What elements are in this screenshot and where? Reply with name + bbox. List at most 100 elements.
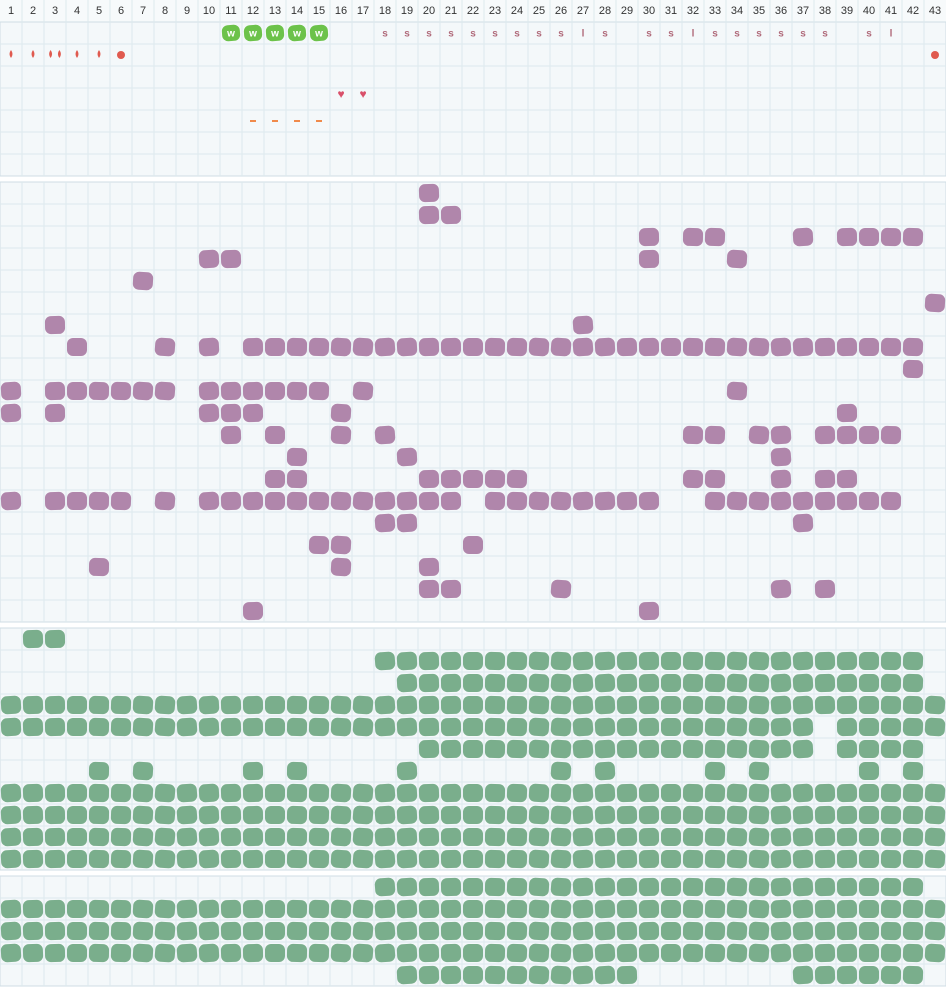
cell-blob (418, 337, 440, 357)
cell-blob (88, 805, 110, 825)
column-number: 4 (74, 5, 80, 17)
cell-blob (220, 249, 242, 269)
cell-blob (836, 899, 858, 919)
cell-blob (528, 337, 550, 357)
cell-blob (440, 943, 462, 963)
column-number: 26 (555, 5, 567, 17)
cell-blob (176, 805, 198, 825)
cell-blob (528, 827, 550, 847)
cell-blob (594, 651, 616, 671)
cell-blob (682, 337, 704, 357)
column-number: 6 (118, 5, 124, 17)
cell-blob (198, 403, 220, 423)
cell-blob (616, 651, 638, 671)
cell-blob (440, 783, 462, 803)
cell-blob (528, 849, 550, 869)
cell-blob (286, 805, 308, 825)
cell-blob (836, 491, 858, 511)
cell-blob (440, 739, 462, 759)
heart-icon: ♥ (337, 87, 344, 101)
cell-blob (418, 651, 440, 671)
cell-blob (286, 381, 308, 401)
cell-blob (330, 557, 352, 577)
cell-blob (638, 739, 660, 759)
column-number: 31 (665, 5, 677, 17)
column-number: 3 (52, 5, 58, 17)
cell-blob (902, 805, 924, 825)
cell-blob (682, 805, 704, 825)
cell-blob (726, 491, 748, 511)
cell-blob (330, 337, 352, 357)
drop-icon (75, 50, 79, 58)
cell-blob (418, 783, 440, 803)
cell-blob (594, 877, 616, 897)
cell-blob (704, 899, 726, 919)
cell-blob (198, 381, 220, 401)
cell-blob (242, 899, 264, 919)
cell-blob (330, 695, 352, 715)
cell-blob (859, 878, 879, 896)
cell-blob (154, 827, 176, 847)
cell-blob (44, 403, 66, 423)
cell-blob (0, 717, 22, 737)
cell-blob (661, 850, 681, 868)
cell-blob (132, 717, 154, 737)
cell-blob (506, 739, 528, 759)
cell-blob (814, 805, 836, 825)
column-number: 28 (599, 5, 611, 17)
cell-blob (396, 827, 418, 847)
cell-blob (792, 491, 814, 511)
cell-blob (704, 651, 726, 671)
cell-blob (286, 337, 308, 357)
cell-blob (748, 761, 770, 781)
cell-blob (308, 381, 330, 401)
cell-blob (748, 921, 770, 941)
cell-blob (463, 966, 483, 984)
cell-blob (726, 921, 748, 941)
cell-blob (110, 783, 132, 803)
cell-blob (748, 783, 770, 803)
cell-blob (616, 877, 638, 897)
cell-label: s (492, 29, 498, 40)
cell-blob (682, 739, 704, 759)
cell-blob (308, 717, 330, 737)
cell-blob (265, 718, 285, 736)
cell-blob (638, 337, 660, 357)
cell-blob (176, 899, 198, 919)
cell-blob (924, 783, 946, 803)
cell-blob (154, 491, 176, 511)
cell-blob (286, 761, 308, 781)
cell-blob (220, 783, 242, 803)
cell-blob (880, 877, 902, 897)
cell-blob (463, 922, 483, 940)
cell-blob (506, 469, 528, 489)
cell-blob (836, 717, 858, 737)
cell-blob (0, 849, 22, 869)
cell-blob (330, 403, 352, 423)
cell-blob (792, 227, 814, 247)
cell-blob (352, 827, 374, 847)
cell-blob (528, 943, 550, 963)
cell-blob (880, 717, 902, 737)
cell-blob (859, 806, 879, 824)
cell-label: s (800, 29, 806, 40)
cell-blob (352, 805, 374, 825)
column-number: 8 (162, 5, 168, 17)
cell-blob (44, 921, 66, 941)
cell-blob (484, 805, 506, 825)
cell-blob (682, 899, 704, 919)
cell-blob (198, 805, 220, 825)
cell-blob (814, 877, 836, 897)
cell-blob (44, 849, 66, 869)
cell-blob (682, 783, 704, 803)
cell-blob (198, 943, 220, 963)
cell-blob (572, 651, 594, 671)
cell-blob (550, 899, 572, 919)
cell-blob (726, 943, 748, 963)
cell-blob (242, 337, 264, 357)
cell-blob (616, 805, 638, 825)
cell-blob (44, 381, 66, 401)
cell-blob (176, 695, 198, 715)
cell-blob (726, 381, 748, 401)
cell-blob (726, 877, 748, 897)
